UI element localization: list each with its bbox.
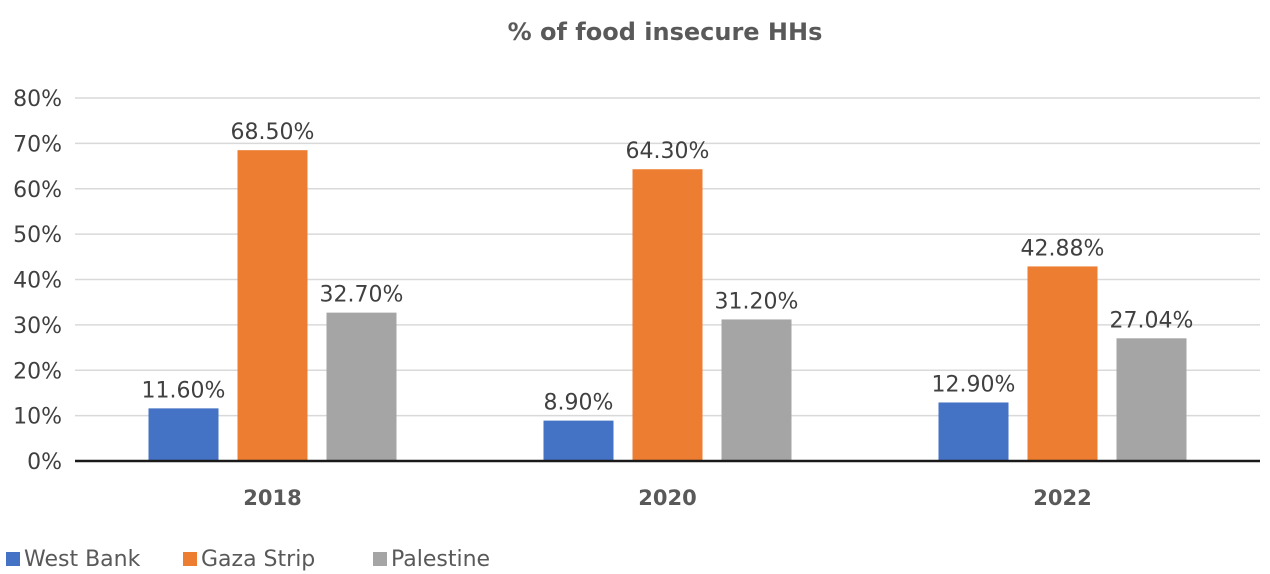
x-tick-label: 2018 [243, 486, 301, 510]
bar-west-bank-2018 [148, 408, 219, 461]
bar-palestine-2020 [721, 319, 792, 461]
y-tick-label: 60% [13, 178, 62, 203]
x-axis: 2018 2020 2022 [75, 459, 1260, 510]
legend-label-gaza-strip: Gaza Strip [201, 547, 315, 572]
legend-swatch-palestine [373, 552, 387, 566]
bar-west-bank-2020 [543, 420, 614, 461]
data-label-gaza-strip-2018: 68.50% [231, 120, 315, 145]
chart-title: % of food insecure HHs [508, 18, 823, 46]
y-tick-label: 10% [13, 405, 62, 430]
y-tick-label: 40% [13, 269, 62, 294]
legend: West Bank Gaza Strip Palestine [6, 547, 490, 572]
x-tick-label: 2020 [638, 486, 696, 510]
y-tick-label: 80% [13, 87, 62, 112]
bar-gaza-strip-2020 [632, 169, 703, 461]
bar-palestine-2022 [1116, 338, 1187, 461]
bar-gaza-strip-2022 [1027, 266, 1098, 461]
y-tick-label: 20% [13, 359, 62, 384]
data-label-west-bank-2018: 11.60% [142, 378, 226, 403]
data-label-palestine-2022: 27.04% [1110, 308, 1194, 333]
y-tick-label: 0% [27, 450, 62, 475]
y-tick-label: 70% [13, 132, 62, 157]
legend-label-west-bank: West Bank [24, 547, 141, 572]
data-label-west-bank-2020: 8.90% [544, 391, 614, 416]
bars: 11.60% 68.50% 32.70% 8.90% 64.30% 31.20% 12.90… [142, 120, 1194, 461]
data-label-gaza-strip-2022: 42.88% [1021, 236, 1105, 261]
bar-palestine-2018 [326, 312, 397, 461]
data-label-palestine-2020: 31.20% [715, 289, 799, 314]
bar-west-bank-2022 [938, 402, 1009, 461]
legend-label-palestine: Palestine [391, 547, 490, 572]
data-label-west-bank-2022: 12.90% [932, 372, 1016, 397]
data-label-palestine-2018: 32.70% [320, 283, 404, 308]
y-axis: 0% 10% 20% 30% 40% 50% 60% 70% 80% [13, 87, 62, 475]
x-tick-label: 2022 [1033, 486, 1091, 510]
legend-swatch-gaza-strip [183, 552, 197, 566]
legend-swatch-west-bank [6, 552, 20, 566]
y-tick-label: 50% [13, 223, 62, 248]
data-label-gaza-strip-2020: 64.30% [626, 139, 710, 164]
bar-gaza-strip-2018 [237, 150, 308, 461]
y-tick-label: 30% [13, 314, 62, 339]
